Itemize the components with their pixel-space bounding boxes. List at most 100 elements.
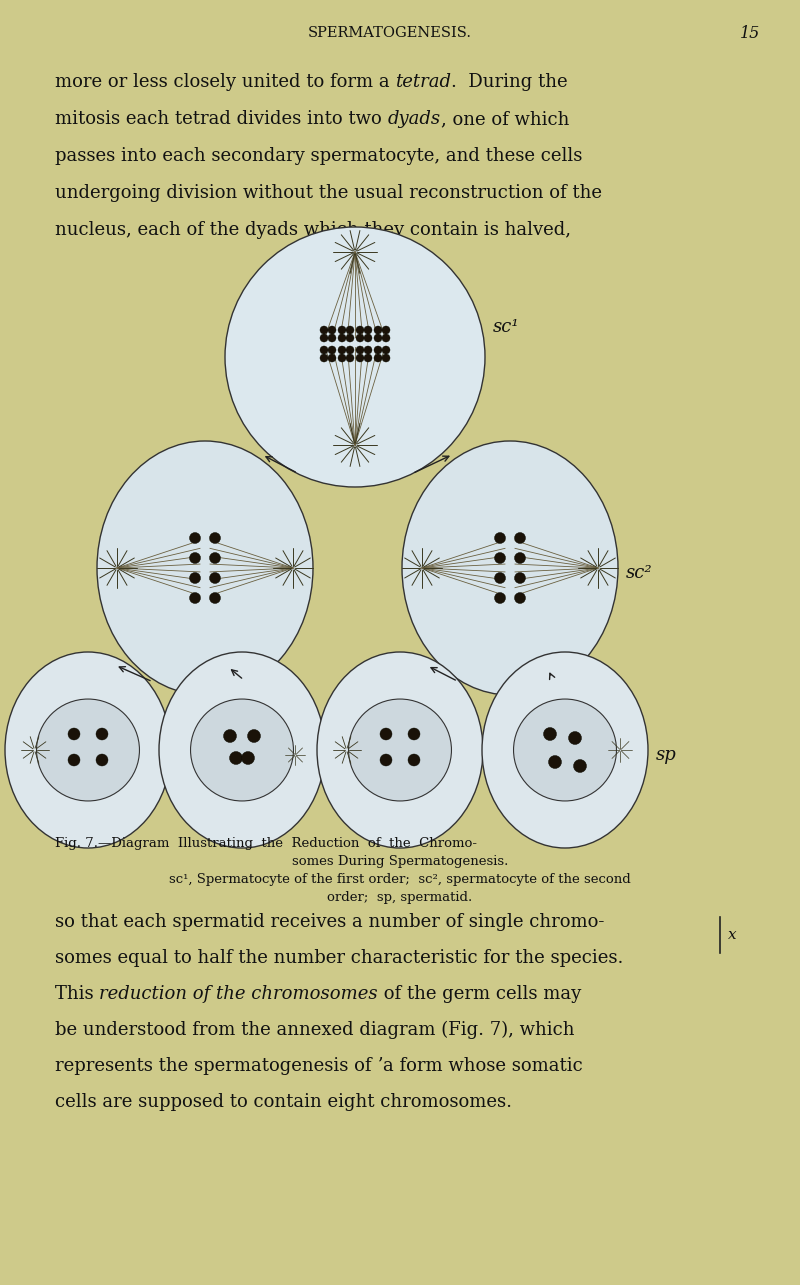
Circle shape <box>338 353 346 362</box>
Circle shape <box>338 334 346 342</box>
Circle shape <box>374 334 382 342</box>
Circle shape <box>338 326 346 334</box>
Circle shape <box>494 553 506 564</box>
Circle shape <box>210 592 221 604</box>
Circle shape <box>210 532 221 544</box>
Ellipse shape <box>482 651 648 848</box>
Circle shape <box>380 754 392 766</box>
Circle shape <box>408 729 420 740</box>
Circle shape <box>374 353 382 362</box>
Text: represents the spermatogenesis of ʼa form whose somatic: represents the spermatogenesis of ʼa for… <box>55 1058 582 1076</box>
Circle shape <box>356 326 364 334</box>
Circle shape <box>382 326 390 334</box>
Circle shape <box>210 553 221 564</box>
Text: undergoing division without the usual reconstruction of the: undergoing division without the usual re… <box>55 184 602 202</box>
Circle shape <box>328 353 336 362</box>
Circle shape <box>346 346 354 353</box>
Circle shape <box>328 326 336 334</box>
Circle shape <box>408 754 420 766</box>
Circle shape <box>320 353 328 362</box>
Circle shape <box>320 346 328 353</box>
Circle shape <box>68 729 80 740</box>
Text: Fig. 7.—Diagram  Illustrating  the  Reduction  of  the  Chromo-: Fig. 7.—Diagram Illustrating the Reducti… <box>55 837 477 849</box>
Circle shape <box>230 752 242 765</box>
Text: sc¹, Spermatocyte of the first order;  sc², spermatocyte of the second: sc¹, Spermatocyte of the first order; sc… <box>169 874 631 887</box>
Circle shape <box>242 752 254 765</box>
Text: more or less closely united to form a: more or less closely united to form a <box>55 73 395 91</box>
Ellipse shape <box>97 441 313 695</box>
Text: somes equal to half the number characteristic for the species.: somes equal to half the number character… <box>55 950 623 968</box>
Circle shape <box>247 730 261 743</box>
Circle shape <box>346 353 354 362</box>
Circle shape <box>514 532 526 544</box>
Circle shape <box>364 334 372 342</box>
Circle shape <box>549 756 562 768</box>
Text: order;  sp, spermatid.: order; sp, spermatid. <box>327 892 473 905</box>
Ellipse shape <box>37 699 139 801</box>
Ellipse shape <box>225 227 485 487</box>
Circle shape <box>96 729 108 740</box>
Circle shape <box>190 553 201 564</box>
Circle shape <box>364 326 372 334</box>
Circle shape <box>356 334 364 342</box>
Circle shape <box>338 346 346 353</box>
Text: nucleus, each of the dyads which they contain is halved,: nucleus, each of the dyads which they co… <box>55 221 571 239</box>
Circle shape <box>68 754 80 766</box>
Circle shape <box>514 573 526 583</box>
Circle shape <box>574 759 586 772</box>
Ellipse shape <box>402 441 618 695</box>
Circle shape <box>320 334 328 342</box>
Circle shape <box>356 346 364 353</box>
Text: .  During the: . During the <box>451 73 568 91</box>
Ellipse shape <box>190 699 294 801</box>
Text: , one of which: , one of which <box>441 111 569 128</box>
Ellipse shape <box>159 651 325 848</box>
Text: be understood from the annexed diagram (Fig. 7), which: be understood from the annexed diagram (… <box>55 1020 574 1040</box>
Circle shape <box>190 532 201 544</box>
Circle shape <box>514 592 526 604</box>
Circle shape <box>494 573 506 583</box>
Circle shape <box>374 326 382 334</box>
Text: SPERMATOGENESIS.: SPERMATOGENESIS. <box>308 26 472 40</box>
Text: x: x <box>728 928 737 942</box>
Circle shape <box>346 334 354 342</box>
Text: 15: 15 <box>740 24 760 41</box>
Text: dyads: dyads <box>387 111 441 128</box>
Text: This: This <box>55 986 99 1004</box>
Ellipse shape <box>5 651 171 848</box>
Circle shape <box>382 353 390 362</box>
Circle shape <box>190 573 201 583</box>
Ellipse shape <box>514 699 617 801</box>
Circle shape <box>190 592 201 604</box>
Text: cells are supposed to contain eight chromosomes.: cells are supposed to contain eight chro… <box>55 1094 512 1112</box>
Circle shape <box>223 730 237 743</box>
Text: of the germ cells may: of the germ cells may <box>378 986 582 1004</box>
Circle shape <box>569 731 582 744</box>
Circle shape <box>96 754 108 766</box>
Circle shape <box>543 727 557 740</box>
Circle shape <box>494 592 506 604</box>
Text: mitosis each tetrad divides into two: mitosis each tetrad divides into two <box>55 111 387 128</box>
Circle shape <box>382 346 390 353</box>
Circle shape <box>382 334 390 342</box>
Text: sp: sp <box>656 747 677 765</box>
Text: sc²: sc² <box>626 564 653 582</box>
Circle shape <box>346 326 354 334</box>
Text: reduction of the chromosomes: reduction of the chromosomes <box>99 986 378 1004</box>
Circle shape <box>494 532 506 544</box>
Text: tetrad: tetrad <box>395 73 451 91</box>
Text: somes During Spermatogenesis.: somes During Spermatogenesis. <box>292 855 508 867</box>
Circle shape <box>514 553 526 564</box>
Text: sc¹: sc¹ <box>493 317 520 335</box>
Circle shape <box>364 353 372 362</box>
Circle shape <box>210 573 221 583</box>
Circle shape <box>374 346 382 353</box>
Circle shape <box>380 729 392 740</box>
Ellipse shape <box>317 651 483 848</box>
Circle shape <box>328 346 336 353</box>
Circle shape <box>320 326 328 334</box>
Text: passes into each secondary spermatocyte, and these cells: passes into each secondary spermatocyte,… <box>55 146 582 164</box>
Circle shape <box>356 353 364 362</box>
Circle shape <box>328 334 336 342</box>
Circle shape <box>364 346 372 353</box>
